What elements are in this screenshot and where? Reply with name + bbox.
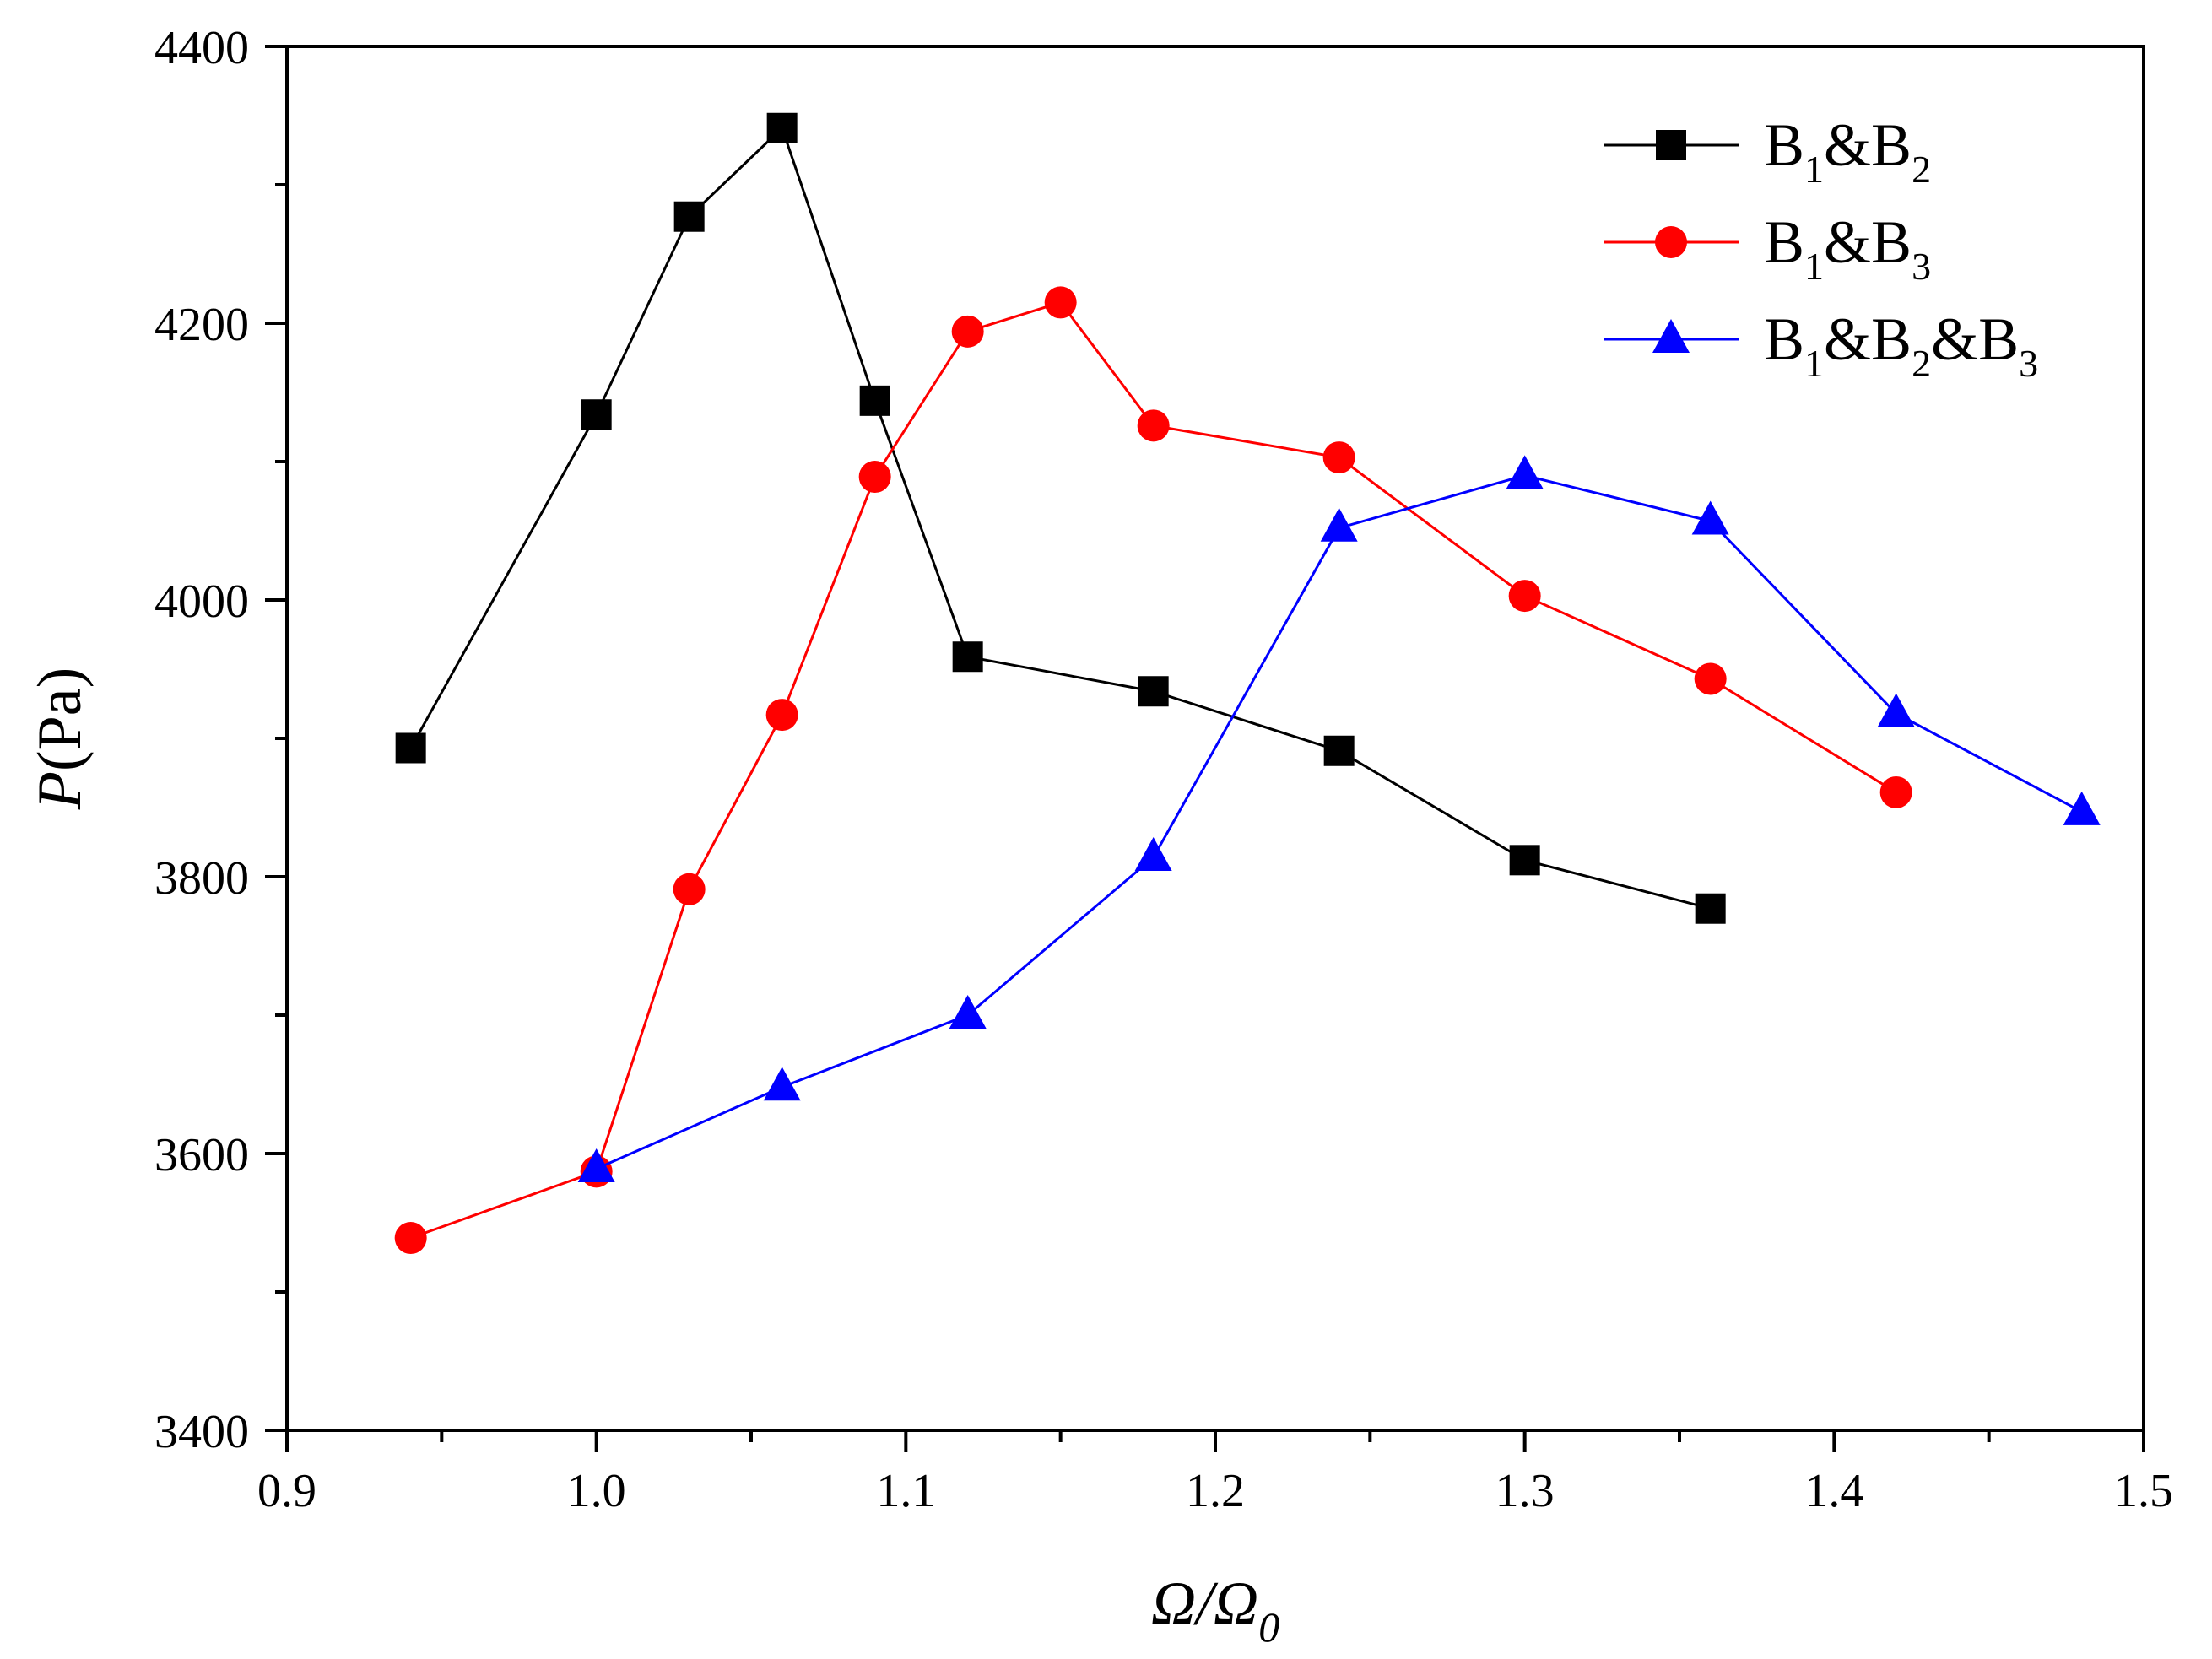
data-point — [859, 385, 890, 416]
data-point — [951, 315, 984, 348]
data-point — [1320, 507, 1358, 542]
data-point — [1691, 500, 1729, 535]
x-tick-label: 1.4 — [1804, 1465, 1863, 1517]
data-point — [1044, 286, 1077, 319]
x-tick-label: 1.5 — [2114, 1465, 2173, 1517]
y-tick-label: 3800 — [154, 852, 249, 905]
data-point — [1694, 662, 1727, 695]
data-point — [765, 699, 798, 732]
legend-label: B1&B2 — [1764, 111, 1931, 191]
series-line — [410, 300, 1897, 1240]
legend-subscript: 3 — [1912, 245, 1931, 288]
data-point — [1506, 455, 1544, 489]
data-point — [581, 399, 612, 430]
data-point — [1322, 441, 1355, 474]
series-line — [409, 126, 1712, 911]
data-point — [1509, 845, 1540, 876]
series-3 — [577, 455, 2101, 1183]
legend-text-part: B — [1764, 111, 1804, 179]
data-point — [858, 461, 891, 494]
y-tick-label: 4400 — [154, 22, 249, 74]
data-point — [1138, 676, 1169, 707]
legend-text-part: B — [1764, 305, 1804, 373]
series-1 — [395, 112, 1726, 924]
data-point — [1879, 775, 1912, 808]
legend-item: B1&B2 — [1604, 111, 1931, 191]
x-axis-title-subscript: 0 — [1258, 1603, 1279, 1651]
y-tick-label: 3600 — [154, 1129, 249, 1181]
data-point — [1695, 893, 1726, 924]
legend-marker — [1656, 130, 1686, 160]
legend-subscript: 2 — [1912, 342, 1931, 385]
y-axis-title-var: P — [25, 771, 95, 810]
legend-label: B1&B2&B3 — [1764, 305, 2038, 385]
y-tick-label: 4000 — [154, 576, 249, 628]
axis-ticks: 0.9 1.0 1.1 1.2 1.3 1.4 1.5 3400 3600 3800 4000 420… — [154, 22, 2173, 1517]
data-point — [1508, 580, 1541, 613]
data-point — [395, 732, 426, 764]
legend-text-part: &B — [1824, 111, 1912, 179]
data-point — [2063, 791, 2101, 825]
legend-item: B1&B3 — [1604, 208, 1931, 288]
data-point — [673, 873, 706, 905]
legend-marker — [1655, 226, 1687, 258]
x-tick-label: 1.3 — [1495, 1465, 1555, 1517]
y-axis-title-unit: (Pa) — [25, 667, 95, 771]
series-layer — [394, 112, 2101, 1255]
legend-subscript: 1 — [1804, 342, 1824, 385]
x-axis-title-omega: Ω/Ω — [1151, 1570, 1259, 1639]
x-axis-title: Ω/Ω0 — [1151, 1570, 1280, 1651]
y-tick-label: 3400 — [154, 1406, 249, 1458]
legend-text-part: B — [1764, 208, 1804, 276]
x-tick-label: 0.9 — [257, 1465, 316, 1517]
plot-area-frame — [285, 45, 2145, 1432]
legend-item: B1&B2&B3 — [1604, 305, 2038, 385]
y-tick-label: 4200 — [154, 299, 249, 351]
data-point — [1877, 693, 1915, 727]
legend-subscript: 2 — [1912, 148, 1931, 191]
data-point — [1134, 837, 1172, 872]
legend-subscript: 3 — [2019, 342, 2038, 385]
x-tick-label: 1.2 — [1186, 1465, 1245, 1517]
legend-marker — [1652, 319, 1690, 353]
data-point — [1323, 735, 1355, 766]
legend-text-part: &B — [1931, 305, 2019, 373]
data-point — [763, 1067, 801, 1101]
x-tick-label: 1.0 — [567, 1465, 626, 1517]
legend-label: B1&B3 — [1764, 208, 1931, 288]
legend-subscript: 1 — [1804, 148, 1824, 191]
data-point — [949, 995, 987, 1029]
legend-text-part: &B — [1824, 305, 1912, 373]
data-point — [952, 641, 983, 673]
data-point — [577, 1148, 615, 1183]
data-point — [394, 1222, 427, 1255]
legend-text-part: &B — [1824, 208, 1912, 276]
x-tick-label: 1.1 — [876, 1465, 935, 1517]
data-point — [1137, 409, 1170, 442]
data-point — [673, 201, 705, 232]
legend-subscript: 1 — [1804, 245, 1824, 288]
y-axis-title: P(Pa) — [25, 667, 95, 811]
data-point — [766, 112, 798, 143]
